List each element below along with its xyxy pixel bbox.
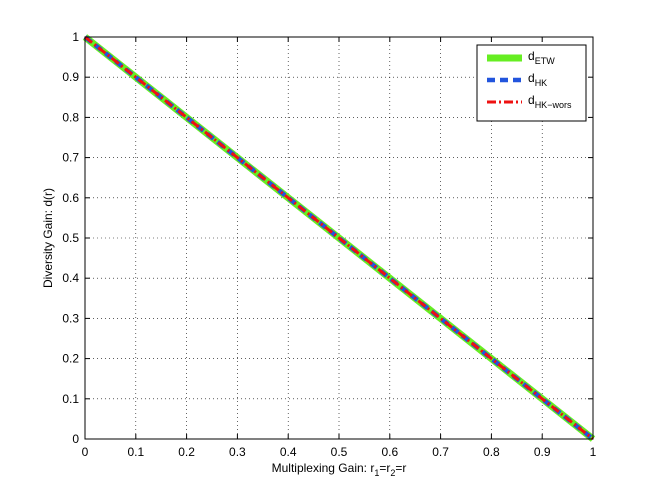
y-tick-label: 0.8 xyxy=(62,110,79,124)
x-tick-label: 0.8 xyxy=(483,445,500,459)
x-tick-label: 0.9 xyxy=(534,445,551,459)
y-tick-label: 0.7 xyxy=(62,151,79,165)
legend-label: dHK−wors xyxy=(528,93,572,110)
y-tick-label: 0.6 xyxy=(62,191,79,205)
y-tick-label: 0.2 xyxy=(62,352,79,366)
y-tick-label: 0.3 xyxy=(62,311,79,325)
legend-label: dETW xyxy=(528,49,555,66)
legend-label-main: d xyxy=(528,93,535,107)
x-tick-label: 1 xyxy=(590,445,597,459)
x-axis-label-sub1: 1 xyxy=(374,468,379,478)
y-tick-label: 0.5 xyxy=(62,231,79,245)
y-tick-label: 0.4 xyxy=(62,271,79,285)
x-axis-label-tail: =r xyxy=(395,461,406,475)
y-axis-label: Diversity Gain: d(r) xyxy=(41,188,55,288)
x-tick-label: 0.2 xyxy=(178,445,195,459)
legend-label-sub: ETW xyxy=(535,56,556,66)
series-line xyxy=(84,35,594,441)
legend-label-main: d xyxy=(528,71,535,85)
y-tick-label: 0.9 xyxy=(62,70,79,84)
series-lines xyxy=(82,34,596,442)
legend-label-main: d xyxy=(528,49,535,63)
legend-label: dHK xyxy=(528,71,547,88)
x-tick-label: 0.6 xyxy=(381,445,398,459)
x-tick-label: 0.4 xyxy=(280,445,297,459)
y-tick-label: 0 xyxy=(72,432,79,446)
x-axis-label-sub2: 2 xyxy=(390,468,395,478)
axis-ticks: 0 0.1 0.2 0.3 0.4 0.5 0.6 0.7 0.8 0.9 1 0 0.1 0.2 0.3 0… xyxy=(62,30,596,459)
x-tick-label: 0 xyxy=(82,445,89,459)
legend-label-sub: HK−wors xyxy=(535,100,572,110)
x-tick-label: 0.1 xyxy=(127,445,144,459)
y-tick-label: 1 xyxy=(72,30,79,44)
x-axis-label-main: Multiplexing Gain: r xyxy=(272,461,375,475)
x-axis-label: Multiplexing Gain: r1=r2=r xyxy=(272,461,407,478)
legend-label-sub: HK xyxy=(535,78,548,88)
x-axis-label-mid: =r xyxy=(379,461,390,475)
y-tick-label: 0.1 xyxy=(62,392,79,406)
x-tick-label: 0.5 xyxy=(331,445,348,459)
x-tick-label: 0.7 xyxy=(432,445,449,459)
x-tick-label: 0.3 xyxy=(229,445,246,459)
